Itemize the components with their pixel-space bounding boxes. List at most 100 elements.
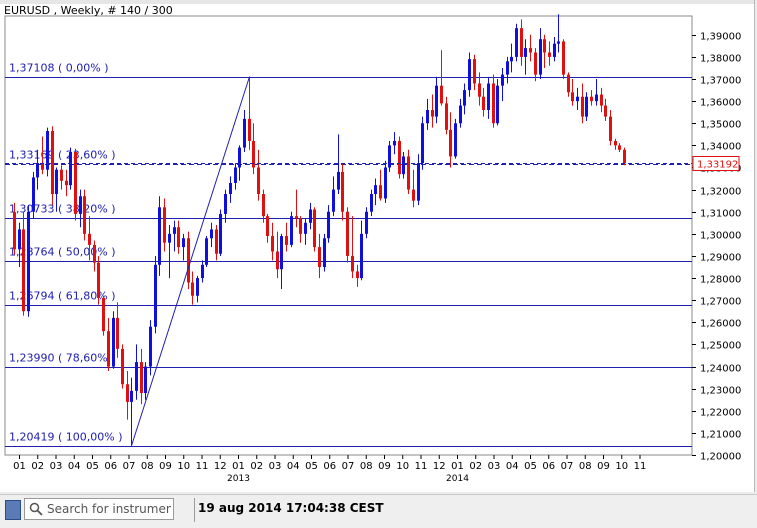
x-tick-label: 11 bbox=[415, 461, 428, 472]
fib-level-label: 1,20419 ( 100,00% ) bbox=[9, 431, 123, 444]
candle-body bbox=[60, 169, 63, 181]
fibonacci-retracement[interactable]: 1,37108 ( 0,00% ) 1,33169 ( 23,60% ) 1,307… bbox=[5, 62, 692, 447]
candle-body bbox=[515, 28, 518, 57]
x-tick-label: 07 bbox=[123, 461, 136, 472]
candle-body bbox=[149, 326, 152, 367]
chart-title: EURUSD , Weekly, # 140 / 300 bbox=[4, 4, 173, 17]
candle-body bbox=[623, 149, 626, 164]
candle-body bbox=[13, 212, 16, 250]
candle-body bbox=[74, 152, 77, 214]
x-tick-label: 06 bbox=[323, 461, 336, 472]
candle-body bbox=[412, 189, 415, 201]
y-tick-label: 1,39000 bbox=[700, 32, 741, 43]
price-axis[interactable]: 1,20000 1,21000 1,22000 1,23000 1,24000 1,250… bbox=[692, 32, 741, 463]
candle-body bbox=[266, 216, 269, 237]
x-tick-label: 05 bbox=[86, 461, 99, 472]
y-tick-label: 1,20000 bbox=[700, 452, 741, 463]
candle-body bbox=[510, 56, 513, 62]
candle-body bbox=[431, 109, 434, 117]
candle-body bbox=[79, 196, 82, 214]
candle-body bbox=[604, 105, 607, 117]
candle-body bbox=[276, 251, 279, 270]
candle-body bbox=[318, 247, 321, 268]
candle-body bbox=[337, 171, 340, 190]
candle-body bbox=[487, 83, 490, 110]
candle-body bbox=[459, 105, 462, 124]
candle-body bbox=[492, 83, 495, 124]
x-tick-label: 08 bbox=[141, 461, 154, 472]
y-tick-label: 1,35000 bbox=[700, 120, 741, 131]
candle-body bbox=[553, 43, 556, 57]
candle-body bbox=[65, 180, 68, 186]
x-year-label: 2014 bbox=[446, 474, 469, 484]
play-icon[interactable] bbox=[5, 500, 21, 520]
chart-window[interactable]: 1,37108 ( 0,00% ) 1,33169 ( 23,60% ) 1,307… bbox=[0, 0, 755, 492]
candle-body bbox=[379, 185, 382, 199]
candle-body bbox=[257, 167, 260, 195]
candle-body bbox=[144, 366, 147, 394]
candle-body bbox=[191, 282, 194, 296]
candle-body bbox=[327, 211, 330, 239]
y-tick-label: 1,36000 bbox=[700, 98, 741, 109]
candle-body bbox=[112, 317, 115, 367]
candle-body bbox=[295, 216, 298, 219]
candle-body bbox=[182, 238, 185, 248]
candle-body bbox=[97, 262, 100, 298]
candle-body bbox=[83, 196, 86, 234]
candle-body bbox=[482, 96, 485, 110]
candle-body bbox=[548, 52, 551, 57]
y-tick-label: 1,26000 bbox=[700, 319, 741, 330]
x-tick-label: 08 bbox=[360, 461, 373, 472]
candle-body bbox=[163, 207, 166, 243]
x-tick-label: 11 bbox=[634, 461, 647, 472]
candle-body bbox=[524, 48, 527, 57]
candle-body bbox=[290, 216, 293, 245]
y-tick-label: 1,24000 bbox=[700, 364, 741, 375]
chart-top-strip bbox=[0, 0, 754, 4]
candle-body bbox=[463, 90, 466, 106]
candle-body bbox=[121, 348, 124, 385]
x-tick-label: 01 bbox=[232, 461, 245, 472]
candle-body bbox=[69, 152, 72, 186]
x-tick-label: 01 bbox=[451, 461, 464, 472]
candle-body bbox=[618, 145, 621, 150]
candle-body bbox=[351, 255, 354, 272]
candle-body bbox=[534, 52, 537, 75]
candle-body bbox=[154, 264, 157, 327]
candle-body bbox=[323, 238, 326, 268]
x-tick-label: 02 bbox=[250, 461, 263, 472]
candlestick-series bbox=[13, 14, 626, 446]
candle-body bbox=[224, 194, 227, 214]
candle-body bbox=[506, 61, 509, 75]
instrument-search[interactable] bbox=[24, 498, 174, 520]
trendline-layer[interactable] bbox=[131, 76, 250, 446]
candle-body bbox=[205, 238, 208, 265]
candle-body bbox=[158, 207, 161, 265]
candle-body bbox=[32, 177, 35, 212]
current-price-marker: 1,33192 bbox=[5, 156, 740, 171]
candle-body bbox=[496, 85, 499, 124]
candle-body bbox=[41, 163, 44, 170]
search-input[interactable] bbox=[47, 501, 171, 517]
candle-body bbox=[313, 209, 316, 248]
candle-body bbox=[107, 331, 110, 367]
candle-body bbox=[187, 238, 190, 283]
candle-body bbox=[173, 227, 176, 234]
y-tick-label: 1,37000 bbox=[700, 76, 741, 87]
candle-body bbox=[219, 213, 222, 254]
x-tick-label: 03 bbox=[488, 461, 501, 472]
candle-body bbox=[440, 85, 443, 104]
candle-body bbox=[468, 59, 471, 91]
candle-body bbox=[567, 74, 570, 93]
candle-body bbox=[135, 362, 138, 391]
x-tick-label: 09 bbox=[597, 461, 610, 472]
x-tick-label: 09 bbox=[378, 461, 391, 472]
candle-body bbox=[18, 229, 21, 250]
candle-body bbox=[557, 41, 560, 44]
candle-body bbox=[393, 140, 396, 146]
x-tick-label: 02 bbox=[31, 461, 44, 472]
trend-line[interactable] bbox=[131, 76, 250, 446]
candle-body bbox=[407, 156, 410, 190]
price-chart[interactable]: 1,37108 ( 0,00% ) 1,33169 ( 23,60% ) 1,307… bbox=[0, 0, 754, 492]
